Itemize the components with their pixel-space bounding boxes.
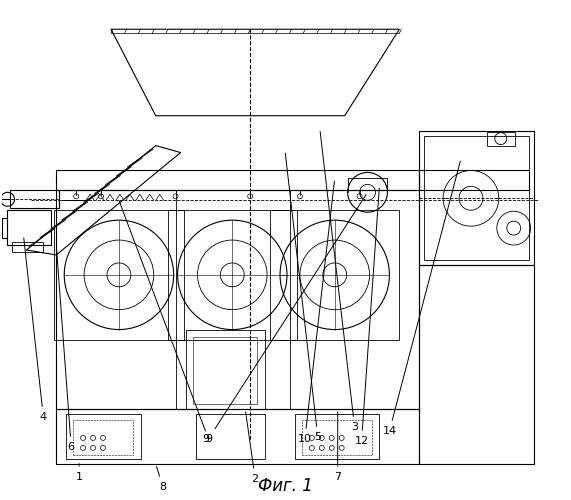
Text: 1: 1 bbox=[75, 464, 83, 481]
Bar bbox=[192, 336, 257, 404]
Bar bbox=[424, 136, 529, 260]
Bar bbox=[186, 330, 265, 409]
Bar bbox=[10, 190, 59, 208]
Text: 5: 5 bbox=[286, 154, 321, 442]
Text: 12: 12 bbox=[355, 188, 379, 446]
Text: 8: 8 bbox=[156, 466, 166, 491]
Text: 14: 14 bbox=[383, 161, 460, 436]
Bar bbox=[419, 130, 534, 265]
Bar bbox=[487, 132, 514, 145]
Bar bbox=[57, 409, 419, 464]
Text: 4: 4 bbox=[24, 238, 47, 422]
Bar bbox=[168, 210, 297, 340]
Bar bbox=[302, 420, 372, 455]
Bar bbox=[54, 210, 183, 340]
Text: 9: 9 bbox=[205, 194, 366, 444]
Bar bbox=[6, 210, 51, 245]
Text: 3: 3 bbox=[320, 132, 358, 432]
Text: 2: 2 bbox=[246, 412, 259, 484]
Text: 7: 7 bbox=[334, 412, 341, 482]
Text: 9: 9 bbox=[202, 434, 209, 444]
Text: Фиг. 1: Фиг. 1 bbox=[258, 476, 312, 494]
Bar bbox=[295, 414, 380, 459]
Bar bbox=[57, 190, 419, 409]
Bar bbox=[270, 210, 399, 340]
Bar bbox=[57, 170, 419, 190]
Bar bbox=[419, 170, 529, 190]
Text: 10: 10 bbox=[298, 181, 335, 444]
Bar bbox=[73, 420, 133, 455]
Text: 6: 6 bbox=[57, 248, 75, 452]
Bar bbox=[419, 265, 534, 464]
Bar bbox=[66, 414, 141, 459]
Bar bbox=[11, 242, 43, 252]
Bar bbox=[195, 414, 265, 459]
